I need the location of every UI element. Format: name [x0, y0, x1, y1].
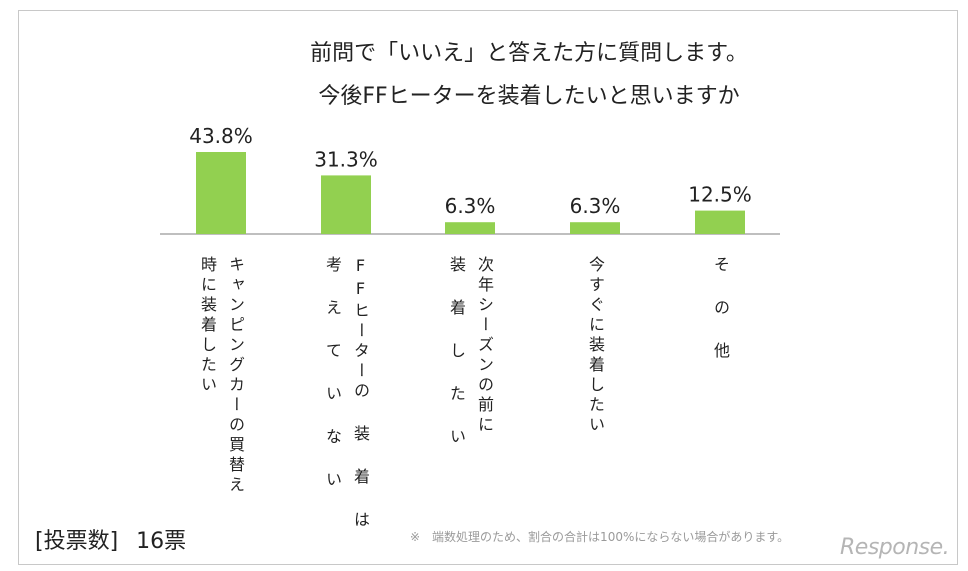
category-label-3-col-2: 装 着 し た い: [447, 256, 466, 448]
bar-2: [321, 175, 371, 234]
vote-count: [投票数] 16票: [35, 523, 186, 555]
category-label-2-col-2: 考 え て い な い: [323, 256, 342, 491]
chart-frame: [18, 10, 958, 565]
data-label-4: 6.3%: [570, 194, 621, 218]
data-label-1: 43.8%: [189, 124, 253, 148]
chart-title-line-1: 前問で「いいえ」と答えた方に質問します。: [310, 41, 748, 66]
category-label-1-col-1: キャンピングカーの買替え: [226, 256, 245, 496]
rounding-footnote: ※ 端数処理のため、割合の合計は100%にならない場合があります。: [410, 530, 790, 544]
category-label-2-col-1: FFヒーターの 装 着 は: [351, 256, 370, 531]
chart-title-line-2: 今後FFヒーターを装着したいと思いますか: [318, 84, 740, 109]
bar-1: [196, 152, 246, 234]
vote-count-label: [投票数]: [35, 529, 119, 554]
category-label-1-col-2: 時に装着したい: [198, 256, 217, 396]
bar-4: [570, 222, 620, 234]
bar-5: [695, 210, 745, 234]
data-label-5: 12.5%: [688, 183, 752, 207]
vote-count-value: 16票: [136, 529, 187, 554]
category-label-3-col-1: 次年シーズンの前に: [475, 256, 494, 436]
category-label-5-col-1: そ の 他: [711, 256, 730, 362]
data-label-2: 31.3%: [314, 147, 378, 171]
bar-3: [445, 222, 495, 234]
data-label-3: 6.3%: [445, 194, 496, 218]
category-label-4-col-1: 今すぐに装着したい: [586, 256, 605, 436]
response-watermark-logo: Response.: [840, 535, 950, 560]
